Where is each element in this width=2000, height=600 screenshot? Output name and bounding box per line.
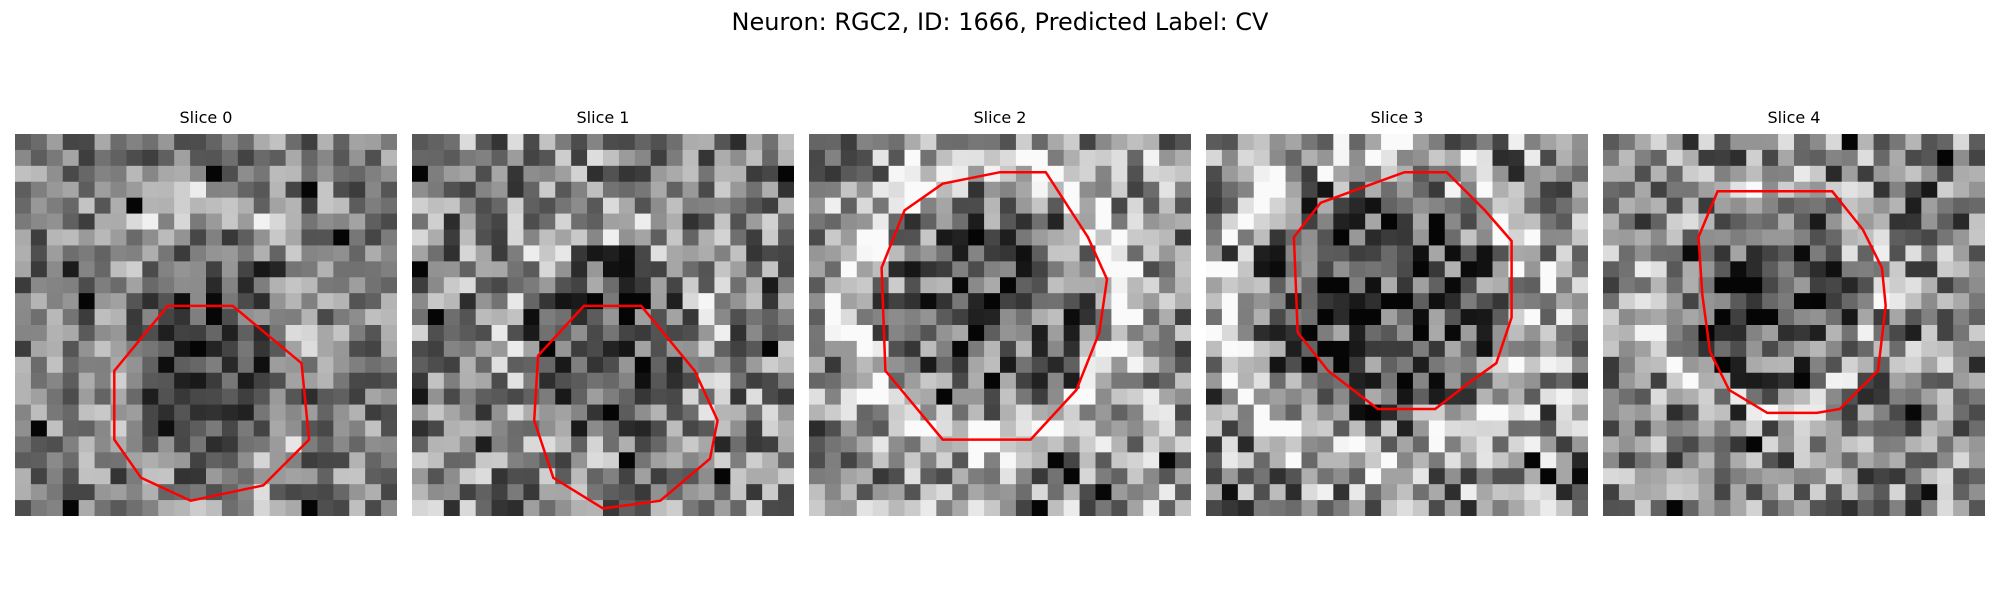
slice-image-2 [809, 134, 1191, 516]
slice-image-4 [1603, 134, 1985, 516]
slice-title-4: Slice 4 [1767, 108, 1821, 127]
slice-image-1 [412, 134, 794, 516]
slice-title-3: Slice 3 [1370, 108, 1424, 127]
segmentation-contour-4 [1697, 190, 1887, 415]
slice-panel-1: Slice 1 [412, 0, 794, 600]
slice-panel-2: Slice 2 [809, 0, 1191, 600]
segmentation-contour-0 [113, 304, 311, 503]
slice-title-1: Slice 1 [576, 108, 630, 127]
slice-panel-4: Slice 4 [1603, 0, 1985, 600]
slice-title-0: Slice 0 [179, 108, 233, 127]
slice-image-0 [15, 134, 397, 516]
slice-image-3 [1206, 134, 1588, 516]
figure-title: Neuron: RGC2, ID: 1666, Predicted Label:… [731, 8, 1269, 36]
segmentation-contour-2 [880, 170, 1109, 441]
segmentation-contour-3 [1292, 170, 1513, 411]
slice-panel-0: Slice 0 [15, 0, 397, 600]
segmentation-contour-1 [532, 304, 719, 510]
slice-title-2: Slice 2 [973, 108, 1027, 127]
slice-panel-3: Slice 3 [1206, 0, 1588, 600]
